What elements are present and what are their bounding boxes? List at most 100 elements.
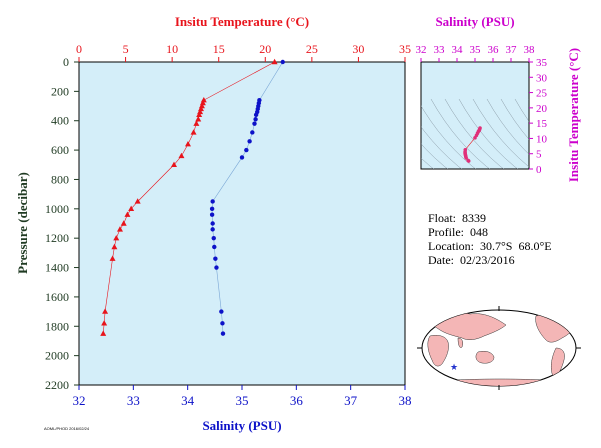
inset-tick-labels: 32 33 34 35 36 37 38 0 5 10 15 20 25 30 35 — [416, 44, 548, 176]
salinity-tick-label: 37 — [344, 393, 358, 408]
pressure-tick-label: 2000 — [45, 349, 69, 363]
temperature-point — [190, 129, 197, 135]
temperature-point — [120, 220, 127, 226]
bottom-axis-title: Salinity (PSU) — [202, 418, 281, 433]
salinity-tick-label: 35 — [236, 393, 249, 408]
map-land-australia — [475, 350, 495, 364]
profile-info-row: Profile: 048 — [422, 210, 488, 240]
date-label: Date: — [428, 253, 454, 267]
temperature-point — [124, 211, 131, 217]
salinity-point — [220, 331, 226, 336]
temperature-point — [128, 205, 135, 212]
main-axis-ticks — [74, 57, 406, 390]
inset-temperature-tick-label: 35 — [536, 57, 548, 69]
salinity-point — [211, 235, 216, 241]
inset-salinity-tick-label: 38 — [524, 44, 536, 56]
pressure-tick-label: 1400 — [45, 261, 69, 275]
temperature-point — [184, 141, 191, 147]
float-info-row: Float: 8339 — [422, 196, 486, 226]
salinity-point — [210, 227, 215, 232]
salinity-point — [210, 199, 215, 204]
salinity-point — [209, 212, 215, 217]
pressure-tick-label: 1600 — [45, 290, 69, 304]
salinity-point — [252, 121, 257, 126]
density-contour — [444, 98, 505, 169]
density-contour — [458, 98, 519, 169]
salinity-point — [253, 117, 258, 122]
salinity-point — [219, 309, 224, 314]
salinity-point — [247, 139, 252, 144]
inset-salinity-tick-label: 32 — [416, 44, 427, 56]
density-contour — [500, 98, 529, 140]
inset-density-contours — [421, 98, 529, 169]
salinity-point — [209, 206, 215, 212]
pressure-tick-label: 1200 — [45, 231, 69, 245]
temperature-tick-label: 20 — [259, 42, 271, 56]
main-tick-labels: 0 5 10 15 20 25 30 35 32 33 34 35 36 37 38 0 200 400 600 80… — [45, 42, 412, 408]
temperature-point — [196, 111, 203, 118]
main-plot-area — [78, 61, 406, 386]
inset-top-axis-title: Salinity (PSU) — [435, 14, 514, 29]
temperature-tick-label: 35 — [399, 42, 411, 56]
location-label: Location: — [428, 239, 474, 253]
pressure-tick-label: 200 — [51, 84, 69, 98]
temperature-point — [101, 320, 108, 326]
inset-axis-ticks — [420, 58, 533, 170]
salinity-tick-label: 36 — [290, 393, 304, 408]
density-contour — [472, 98, 529, 168]
temperature-point — [116, 226, 123, 232]
temperature-point — [109, 255, 116, 261]
salinity-point — [220, 321, 225, 326]
temperature-point — [195, 116, 202, 122]
salinity-point — [280, 59, 285, 65]
profile-label: Profile: — [428, 225, 464, 239]
temperature-tick-label: 5 — [123, 42, 129, 56]
float-location-marker: ★ — [450, 362, 458, 372]
top-axis-title: Insitu Temperature (°C) — [175, 14, 309, 29]
inset-ts-points — [463, 126, 482, 163]
inset-temperature-tick-label: 25 — [536, 88, 548, 100]
inset-temperature-tick-label: 15 — [536, 118, 548, 130]
salinity-point — [250, 130, 255, 135]
inset-salinity-tick-label: 33 — [434, 44, 446, 56]
inset-plot-area — [420, 61, 530, 170]
date-info-row: Date: 02/23/2016 — [422, 238, 515, 268]
salinity-point — [213, 256, 218, 261]
salinity-tick-label: 33 — [127, 393, 140, 408]
temperature-tick-label: 0 — [76, 42, 82, 56]
temperature-point — [100, 330, 107, 336]
inset-ts-point — [466, 159, 471, 163]
salinity-point — [239, 155, 245, 160]
salinity-point — [253, 112, 259, 118]
salinity-point — [244, 147, 249, 153]
main-series-markers — [100, 58, 285, 336]
temperature-point — [171, 161, 178, 167]
inset-temperature-tick-label: 30 — [536, 72, 548, 84]
temperature-tick-label: 10 — [166, 42, 178, 56]
pressure-tick-label: 600 — [51, 143, 69, 157]
temperature-point — [178, 152, 185, 159]
temperature-point — [113, 234, 120, 241]
pressure-axis-title: Pressure (decibar) — [15, 172, 30, 274]
map-land-south-america — [551, 347, 565, 379]
location-value: 30.7°S 68.0°E — [479, 239, 552, 253]
pressure-tick-label: 1800 — [45, 319, 69, 333]
density-contour — [421, 105, 477, 169]
inset-temperature-tick-label: 5 — [536, 149, 542, 161]
date-value: 02/23/2016 — [460, 253, 515, 267]
location-info-row: Location: 30.7°S 68.0°E — [422, 224, 552, 254]
temperature-tick-label: 30 — [352, 42, 364, 56]
inset-ts-point — [464, 156, 468, 160]
temperature-tick-label: 15 — [213, 42, 225, 56]
world-map: ★ — [417, 306, 581, 390]
pressure-tick-label: 800 — [51, 172, 69, 186]
density-contour — [514, 98, 529, 122]
pressure-tick-label: 2200 — [45, 378, 69, 392]
temperature-point — [134, 198, 141, 204]
map-land-south-asia — [457, 337, 464, 348]
temperature-point — [102, 308, 109, 314]
inset-salinity-tick-label: 34 — [452, 44, 464, 56]
density-contour — [430, 98, 491, 169]
salinity-point — [214, 265, 219, 270]
